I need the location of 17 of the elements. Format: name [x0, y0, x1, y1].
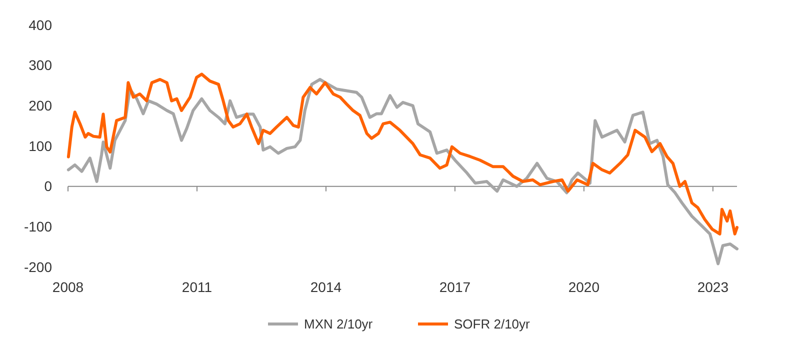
x-tick-label: 2014 — [310, 279, 342, 295]
legend-label: MXN 2/10yr — [304, 316, 374, 332]
y-tick-label: 100 — [28, 138, 52, 154]
x-tick-label: 2011 — [182, 279, 212, 295]
y-tick-label: 200 — [28, 98, 52, 114]
x-tick-label: 2017 — [439, 279, 471, 295]
line-series — [66, 72, 738, 236]
y-tick-label: -100 — [24, 218, 52, 235]
y-tick-label: 300 — [28, 57, 52, 74]
x-tick-label: 2020 — [568, 279, 600, 295]
y-tick-label: -200 — [24, 258, 52, 275]
x-tick-label: 2023 — [697, 279, 729, 295]
legend-label: SOFR 2/10yr — [454, 316, 531, 332]
x-tick-label: 2008 — [52, 279, 84, 295]
y-tick-label: 400 — [28, 16, 52, 33]
y-tick-label: 0 — [44, 178, 52, 194]
line-series — [66, 78, 738, 266]
